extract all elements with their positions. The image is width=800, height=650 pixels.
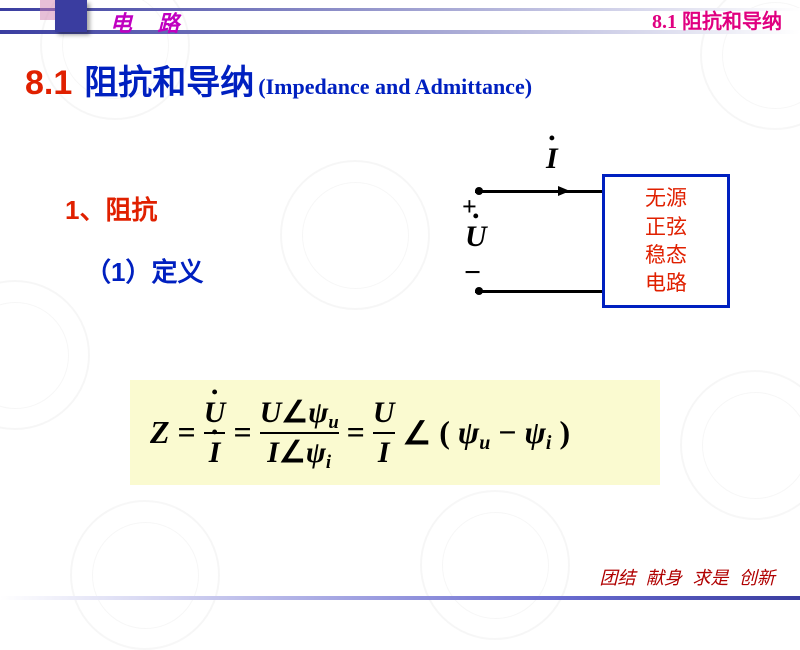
fraction-bar — [373, 432, 395, 434]
slide-header: 电 路 8.1 阻抗和导纳 — [0, 0, 800, 36]
box-line: 无源 — [645, 184, 687, 212]
section-title-cn: 阻抗和导纳 — [84, 55, 254, 104]
subsection-2: （1）定义 — [85, 252, 203, 289]
equals-sign: = — [233, 414, 251, 451]
frac3-num: U — [373, 397, 395, 429]
watermark — [70, 500, 220, 650]
header-left-title: 电 路 — [110, 6, 190, 38]
fraction-bar — [260, 432, 339, 434]
header-right-title: 8.1 阻抗和导纳 — [652, 5, 782, 34]
frac2-den: I∠ψi — [267, 437, 331, 469]
equals-sign: = — [347, 414, 365, 451]
var-z: Z — [150, 414, 170, 451]
wire-top — [475, 190, 603, 193]
equals-sign: = — [178, 414, 196, 451]
voltage-label: U — [465, 220, 487, 254]
current-arrow-icon — [558, 186, 570, 196]
section-title: 8.1 阻抗和导纳 (Impedance and Admittance) — [25, 55, 532, 104]
fraction-3: U I — [373, 397, 395, 468]
circuit-box-text: 无源 正弦 稳态 电路 — [645, 184, 687, 297]
fraction-2: U∠ψu I∠ψi — [260, 397, 339, 468]
plus-sign: + — [462, 192, 477, 222]
circuit-box: 无源 正弦 稳态 电路 — [602, 174, 730, 308]
current-label: I — [546, 142, 558, 176]
impedance-formula: Z = U I = U∠ψu I∠ψi = U I ∠ ( ψu − ψi ) — [150, 397, 570, 468]
minus-sign: − — [464, 256, 481, 290]
rparen: ) — [559, 414, 570, 451]
frac1-den: I — [209, 437, 221, 469]
circuit-diagram: I U + − 无源 正弦 稳态 电路 — [460, 150, 730, 320]
box-line: 稳态 — [645, 241, 687, 269]
header-decor-blue — [55, 0, 87, 32]
lparen: ( — [439, 414, 450, 451]
minus-sign: − — [498, 414, 516, 451]
frac3-den: I — [378, 437, 390, 469]
section-number: 8.1 — [25, 64, 72, 103]
box-line: 电路 — [645, 269, 687, 297]
subsection-1: 1、阻抗 — [65, 190, 157, 227]
watermark — [280, 160, 430, 310]
footer-rule — [0, 596, 800, 600]
angle-symbol: ∠ — [403, 414, 432, 452]
wire-bottom — [475, 290, 603, 293]
watermark — [0, 280, 90, 430]
footer-motto: 团结 献身 求是 创新 — [600, 564, 776, 590]
frac2-num: U∠ψu — [260, 397, 339, 429]
formula-box: Z = U I = U∠ψu I∠ψi = U I ∠ ( ψu − ψi ) — [130, 380, 660, 485]
fraction-1: U I — [204, 397, 226, 468]
section-title-en: (Impedance and Admittance) — [258, 74, 532, 100]
watermark — [680, 370, 800, 520]
watermark — [420, 490, 570, 640]
box-line: 正弦 — [645, 213, 687, 241]
psi-i: ψi — [525, 414, 552, 451]
psi-u: ψu — [458, 414, 490, 451]
